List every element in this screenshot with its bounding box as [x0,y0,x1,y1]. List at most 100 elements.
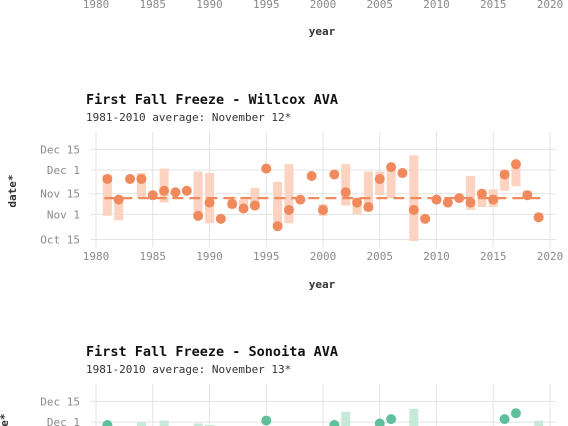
data-point [499,414,510,425]
y-tick-label: Dec 15 [40,143,80,156]
data-point [533,212,544,223]
data-point [329,169,340,180]
data-point [261,415,272,426]
range-bar [114,199,124,221]
range-bar [136,422,146,426]
y-axis-ticks: Oct 15 Nov 1 Nov 15 Dec 1 Dec 15 [40,143,80,246]
range-bar [193,423,203,426]
range-bar [250,187,260,208]
x-tick-label: 1990 [196,250,223,263]
range-bar [136,173,146,199]
data-point [374,173,385,184]
range-bar [409,408,419,426]
range-bar [273,181,283,227]
y-tick-label: Nov 1 [47,208,80,221]
data-point [340,187,351,198]
data-point [147,190,158,201]
data-point [510,408,521,419]
data-point [397,168,408,179]
data-point [125,173,136,184]
range-bars [136,408,544,426]
data-point [318,204,328,215]
range-bar [534,420,544,426]
y-tick-label: Oct 15 [40,234,80,247]
data-point [193,210,204,221]
data-point [249,200,260,211]
x-tick-label: 2020 [537,250,564,263]
range-bar [102,174,112,216]
data-point [510,159,521,170]
data-point [102,420,113,426]
x-tick-label: 1990 [196,0,223,11]
data-point [454,193,465,204]
range-bar [363,171,373,212]
data-point [522,190,533,201]
x-tick-label: 1995 [253,0,280,11]
chart-subtitle: 1981-2010 average: November 12* [86,111,291,124]
range-bar [341,164,351,206]
data-point [306,170,317,181]
top-cropped-panel: 1980 1985 1990 1995 2000 2005 2010 2015 2020 yea… [83,0,564,38]
data-point [261,163,272,174]
data-point [374,418,385,426]
data-point [204,197,215,208]
x-tick-label: 1985 [140,0,167,11]
x-axis-ticks: 1980 1985 1990 1995 2000 2005 2010 2015 2020 [83,250,564,263]
x-tick-label: 2000 [310,250,337,263]
range-bar [284,164,294,224]
data-point [442,197,453,208]
x-axis-ticks: 1980 1985 1990 1995 2000 2005 2010 2015 2020 [83,0,564,11]
data-point [181,185,192,196]
data-point [363,202,374,213]
data-point [283,204,294,215]
range-bar [159,168,169,203]
data-point [386,162,397,173]
data-point [136,173,147,184]
x-tick-label: 1980 [83,250,110,263]
gridlines [90,384,556,426]
data-point [408,204,419,215]
y-tick-label: Dec 1 [47,164,80,177]
data-points [102,408,521,426]
range-bar [500,170,510,191]
data-point [465,197,476,208]
x-tick-label: 2005 [367,0,394,11]
range-bar [511,161,521,187]
x-tick-label: 1980 [83,0,110,11]
range-bar [193,171,203,219]
x-tick-label: 2010 [423,250,450,263]
y-axis-ticks: Dec 1 Dec 15 [40,395,80,426]
range-bar [386,170,396,199]
x-axis-label: year [309,278,336,291]
data-point [113,194,124,205]
chart-title: First Fall Freeze - Willcox AVA [86,92,338,108]
range-bar [341,411,351,426]
data-point [488,194,499,205]
data-point [431,194,442,205]
x-axis-label: year [309,25,336,38]
x-tick-label: 2010 [423,0,450,11]
y-tick-label: Dec 1 [47,416,80,426]
data-point [420,213,431,224]
x-tick-label: 1995 [253,250,280,263]
data-point [386,414,397,425]
data-point [102,173,113,184]
x-tick-label: 2000 [310,0,337,11]
data-point [159,185,170,196]
y-axis-label: date* [0,413,11,426]
chart-title: First Fall Freeze - Sonoita AVA [86,344,338,360]
y-tick-label: Dec 15 [40,395,80,408]
data-point [329,420,340,426]
data-point [499,169,510,180]
data-points [102,159,544,232]
x-tick-label: 2015 [480,0,507,11]
sonoita-panel: First Fall Freeze - Sonoita AVA 1981-201… [0,344,556,426]
data-point [352,197,363,208]
x-tick-label: 2015 [480,250,507,263]
x-tick-label: 2005 [367,250,394,263]
x-tick-label: 1985 [140,250,167,263]
range-bar [159,420,169,426]
y-axis-label: date* [6,174,19,207]
data-point [227,199,238,210]
